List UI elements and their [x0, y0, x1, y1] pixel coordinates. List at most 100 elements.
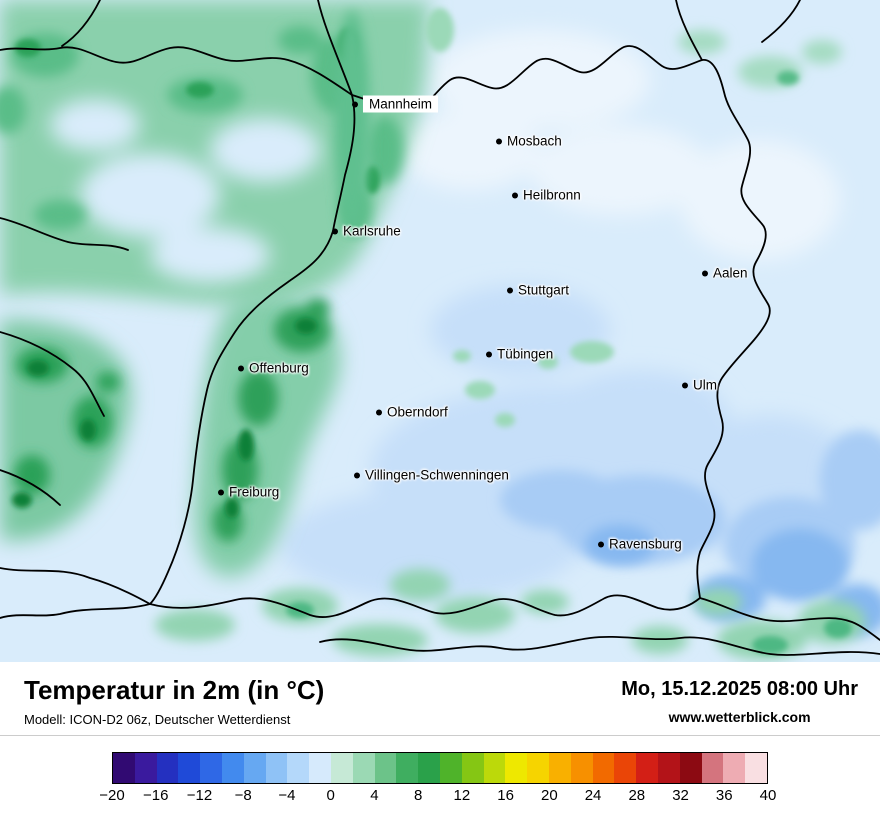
city-label: Stuttgart — [518, 282, 570, 298]
legend-cell — [636, 753, 658, 783]
legend-tick-label: 12 — [453, 787, 471, 804]
city-marker: Offenburg — [238, 361, 309, 376]
legend-cell — [505, 753, 528, 783]
city-label: Oberndorf — [387, 404, 448, 420]
legend-tick-label: 0 — [326, 787, 335, 804]
legend-cell — [570, 753, 593, 783]
city-label: Heilbronn — [523, 187, 581, 203]
legend-tick-label: 28 — [628, 787, 646, 804]
legend-bar — [112, 752, 768, 784]
city-marker: Freiburg — [218, 485, 279, 500]
legend-tick-label: 8 — [413, 787, 423, 804]
city-label: Karlsruhe — [343, 223, 401, 239]
map-title: Temperatur in 2m (in °C) — [24, 675, 325, 705]
legend-tick-label: 36 — [715, 787, 733, 804]
legend-tick-label: −16 — [142, 787, 169, 804]
info-bar: Temperatur in 2m (in °C) Modell: ICON-D2… — [0, 662, 880, 735]
city-marker: Ravensburg — [598, 537, 682, 552]
legend-cell — [418, 753, 440, 783]
legend-cell — [330, 753, 353, 783]
map-datetime: Mo, 15.12.2025 08:00 Uhr — [621, 678, 858, 700]
legend-cell — [701, 753, 724, 783]
legend-tick-label: 16 — [497, 787, 514, 804]
separator-line — [0, 735, 880, 736]
legend-cell — [374, 753, 397, 783]
city-label: Freiburg — [229, 484, 280, 500]
legend-cell — [527, 753, 549, 783]
city-label: Ulm — [693, 377, 717, 393]
legend-cell — [134, 753, 157, 783]
legend-cell — [221, 753, 244, 783]
legend-cell — [265, 753, 288, 783]
city-label: Mosbach — [507, 133, 562, 149]
city-dot — [507, 287, 513, 293]
city-dot — [354, 472, 360, 478]
city-marker: Oberndorf — [376, 405, 448, 420]
city-marker: Heilbronn — [512, 188, 581, 203]
city-marker: Stuttgart — [507, 283, 569, 298]
weather-map-page: Mannheim Mosbach Heilbronn Karlsruhe Stuttga… — [0, 0, 880, 809]
legend-cell — [113, 753, 135, 783]
city-label: Villingen-Schwenningen — [365, 467, 509, 483]
map-area: Mannheim Mosbach Heilbronn Karlsruhe Stuttga… — [0, 0, 880, 662]
legend-cell — [352, 753, 375, 783]
legend-cell — [592, 753, 615, 783]
legend-cell — [287, 753, 310, 783]
legend-tick-label: 4 — [370, 787, 379, 804]
city-marker: Tübingen — [486, 347, 553, 362]
city-dot — [682, 382, 688, 388]
city-label: Offenburg — [249, 360, 309, 376]
legend-tick-label: 20 — [540, 787, 558, 804]
legend-cell — [679, 753, 702, 783]
city-dot — [352, 101, 358, 107]
legend-cell — [548, 753, 571, 783]
legend-tick-label: −12 — [186, 787, 213, 804]
legend-cell — [243, 753, 266, 783]
city-label: Tübingen — [497, 346, 554, 362]
city-dot — [486, 351, 492, 357]
legend-cell — [396, 753, 419, 783]
city-dot — [512, 192, 518, 198]
city-dot — [238, 365, 244, 371]
legend-cell — [614, 753, 637, 783]
info-right: Mo, 15.12.2025 08:00 Uhr www.wetterblick… — [621, 675, 858, 725]
legend-cell — [723, 753, 746, 783]
legend-cell — [483, 753, 506, 783]
city-dot — [496, 138, 502, 144]
city-marker: Karlsruhe — [332, 224, 401, 239]
city-label: Ravensburg — [609, 536, 682, 552]
city-marker: Mannheim — [352, 95, 439, 113]
legend-tick-label: −8 — [234, 787, 252, 804]
legend-tick-label: 24 — [584, 787, 602, 804]
legend-cell — [156, 753, 179, 783]
city-marker: Mosbach — [496, 134, 562, 149]
info-left: Temperatur in 2m (in °C) Modell: ICON-D2… — [24, 675, 324, 727]
legend-tick-label: 32 — [672, 787, 689, 804]
legend-cell — [309, 753, 331, 783]
legend-cell — [745, 753, 767, 783]
legend-cell — [439, 753, 462, 783]
legend-cell — [200, 753, 222, 783]
temperature-field-map — [0, 0, 880, 662]
city-label: Aalen — [713, 265, 748, 281]
legend-cell — [461, 753, 484, 783]
border-lines — [0, 0, 880, 656]
city-marker: Ulm — [682, 378, 717, 393]
city-dot — [598, 541, 604, 547]
city-dot — [332, 228, 338, 234]
city-dot — [376, 409, 382, 415]
legend-tick-label: −20 — [99, 787, 125, 804]
city-dot — [702, 270, 708, 276]
city-marker: Villingen-Schwenningen — [354, 468, 509, 483]
city-dot — [218, 489, 224, 495]
website-text: www.wetterblick.com — [668, 709, 811, 725]
legend-cell — [657, 753, 680, 783]
legend-ticks: −20 −16 −12 −8 −4 0 4 8 12 16 20 24 28 32 36 40 — [99, 787, 776, 809]
legend-cell — [178, 753, 201, 783]
city-label: Mannheim — [363, 95, 439, 113]
city-layer: Mannheim Mosbach Heilbronn Karlsruhe Stuttga… — [218, 95, 748, 552]
color-legend: −20 −16 −12 −8 −4 0 4 8 12 16 20 24 28 32 36 40 — [99, 752, 776, 809]
model-info: Modell: ICON-D2 06z, Deutscher Wetterdie… — [24, 712, 291, 727]
legend-tick-label: −4 — [278, 787, 296, 804]
city-marker: Aalen — [702, 266, 748, 281]
